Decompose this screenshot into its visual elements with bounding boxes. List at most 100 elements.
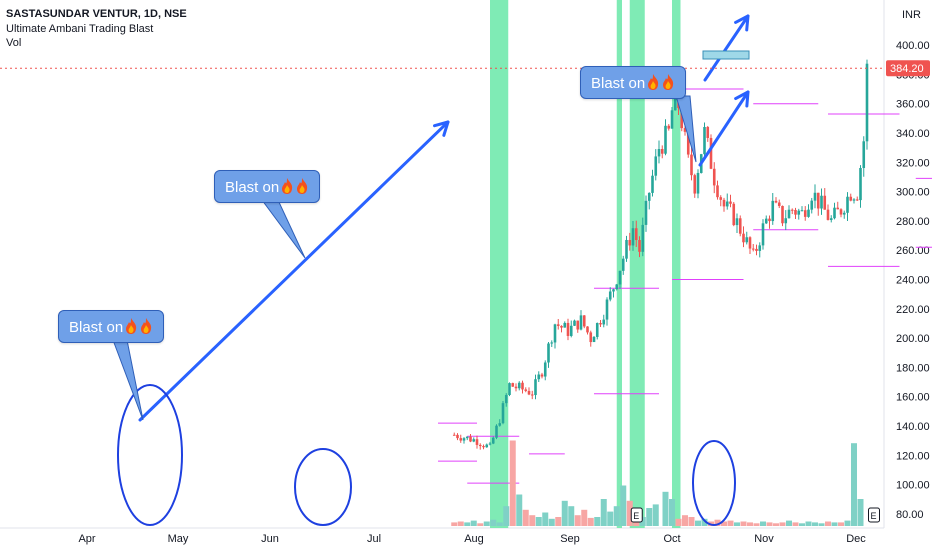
highlight-ellipse (692, 440, 736, 526)
volume-bar (535, 517, 542, 526)
candle (456, 434, 459, 439)
candle (816, 192, 820, 209)
candle (842, 212, 846, 215)
y-tick-label: 280.00 (896, 216, 930, 228)
candle (823, 195, 827, 210)
volume-bar (662, 491, 669, 526)
callout-text: Blast on (591, 75, 646, 92)
volume-bar (682, 515, 688, 526)
symbol-title[interactable]: SASTASUNDAR VENTUR, 1D, NSE (6, 8, 187, 20)
volume-bar (857, 499, 864, 526)
candle (462, 438, 466, 441)
candle (459, 438, 463, 441)
volume-bar (600, 499, 607, 526)
volume-bar (522, 509, 529, 526)
trend-arrow-head (734, 90, 750, 108)
candle (703, 126, 706, 155)
volume-bar (613, 506, 620, 526)
volume-bar (701, 518, 708, 526)
candle (781, 205, 784, 224)
candle (693, 175, 697, 194)
candle (491, 437, 495, 444)
candle (537, 374, 541, 380)
volume-bar (838, 522, 844, 526)
candle (651, 175, 654, 193)
candle (738, 218, 742, 234)
candle (576, 320, 580, 330)
volume-bar (529, 515, 536, 526)
candle (774, 200, 778, 203)
volume-bar (734, 522, 740, 526)
candle (625, 239, 628, 259)
candle (602, 319, 606, 325)
candle (465, 436, 469, 439)
candle (488, 443, 492, 445)
y-tick-label: 240.00 (896, 275, 930, 287)
candle (511, 383, 515, 387)
volume-bar (574, 515, 581, 526)
volume-bar (792, 522, 799, 526)
x-tick-label: Jul (367, 533, 381, 545)
volume-bar (607, 511, 614, 526)
candle (498, 423, 502, 426)
candle (777, 202, 781, 206)
candle (855, 199, 859, 201)
candle (618, 270, 622, 285)
last-price-label: 384.20 (890, 63, 924, 75)
candle (706, 126, 710, 138)
volume-bar (844, 520, 851, 526)
volume-bar (509, 440, 516, 526)
candle (475, 439, 479, 445)
volume-bar (620, 485, 627, 526)
candle (543, 362, 547, 377)
volume-bar (799, 523, 805, 526)
candle (547, 343, 550, 363)
volume-bar (457, 521, 464, 526)
earnings-marker[interactable] (868, 507, 880, 523)
volume-bar (721, 521, 727, 526)
candle (742, 233, 745, 243)
volume-bar (851, 443, 857, 526)
indicator-label[interactable]: Ultimate Ambani Trading Blast (6, 23, 154, 35)
candle (826, 209, 830, 220)
candle (680, 108, 684, 129)
volume-bar (805, 521, 812, 526)
candle (517, 382, 521, 389)
volume-bar (831, 522, 838, 526)
last-price-label-bg (886, 60, 930, 77)
volume-bar (773, 523, 779, 526)
candle (573, 320, 576, 326)
candle (764, 218, 768, 224)
candle (599, 323, 602, 325)
candle (501, 403, 505, 424)
candle (748, 237, 752, 249)
volume-bar (652, 504, 659, 526)
candle (615, 284, 619, 290)
candle (495, 425, 498, 438)
volume-bar (451, 522, 458, 526)
candle (595, 323, 599, 337)
volume-bar (740, 521, 747, 526)
blast-highlight-zone (616, 0, 622, 528)
candle (563, 322, 567, 328)
blast-highlight-zone (490, 0, 509, 528)
volume-bar (747, 522, 753, 526)
blast-callout-jun: Blast on (214, 170, 321, 203)
volume-label[interactable]: Vol (6, 37, 22, 49)
candle (566, 322, 570, 336)
candle (654, 156, 658, 176)
target-box (702, 50, 750, 60)
candle (556, 324, 560, 326)
earnings-marker[interactable] (630, 507, 643, 523)
y-tick-label: 80.00 (896, 509, 924, 521)
y-tick-label: 200.00 (896, 333, 930, 345)
volume-bar (581, 509, 588, 526)
candle (514, 386, 518, 389)
volume-bar (766, 522, 773, 526)
currency-label: INR (902, 9, 921, 21)
trend-arrow-head (433, 120, 450, 137)
x-tick-label: Oct (663, 533, 680, 545)
candle (794, 209, 797, 215)
